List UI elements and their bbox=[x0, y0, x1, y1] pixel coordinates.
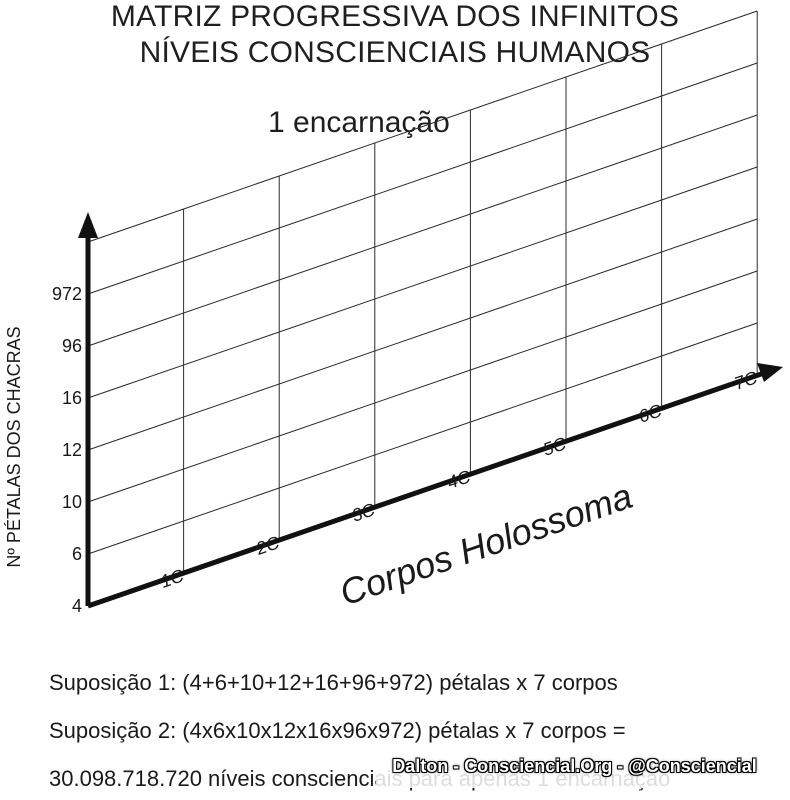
y-tick-label: 16 bbox=[62, 388, 82, 408]
diagram-subtitle: 1 encarnação bbox=[268, 106, 450, 139]
y-tick-label: 4 bbox=[72, 596, 82, 616]
x-axis-line bbox=[87, 370, 765, 609]
x-tick-label: 1C bbox=[158, 565, 187, 592]
grid-row-line bbox=[87, 114, 758, 347]
y-tick-label: 972 bbox=[52, 284, 82, 304]
axes bbox=[78, 212, 783, 609]
diagram-title-line-2: NÍVEIS CONSCIENCIAIS HUMANOS bbox=[139, 36, 651, 69]
grid-row-line bbox=[87, 10, 758, 243]
x-tick-label: 2C bbox=[253, 532, 283, 559]
x-tick-label: 6C bbox=[636, 400, 665, 427]
y-axis-title: Nº PÉTALAS DOS CHACRAS bbox=[4, 326, 24, 567]
x-tick-label: 5C bbox=[540, 433, 569, 460]
y-tick-label: 6 bbox=[72, 544, 82, 564]
y-tick-label: 96 bbox=[62, 336, 82, 356]
y-tick-labels: 4 6 10 12 16 96 972 bbox=[52, 284, 82, 616]
x-tick-label: 7C bbox=[732, 367, 761, 394]
x-tick-label: 4C bbox=[445, 466, 474, 493]
grid-row-line bbox=[87, 62, 758, 295]
grid-row-line bbox=[87, 270, 758, 503]
diagram-title-line-1: MATRIZ PROGRESSIVA DOS INFINITOS bbox=[110, 0, 680, 33]
x-axis-arrow-icon bbox=[757, 363, 783, 382]
y-tick-label: 10 bbox=[62, 492, 82, 512]
grid-lines bbox=[87, 10, 758, 573]
supposition-2: Suposição 2: (4x6x10x12x16x96x972) pétal… bbox=[49, 718, 626, 743]
x-tick-label: 3C bbox=[349, 499, 378, 526]
watermark-label: Dalton - Consciencial.Org - @Consciencia… bbox=[376, 744, 773, 788]
grid-row-line bbox=[87, 166, 758, 399]
matrix-diagram: 4 6 10 12 16 96 972 1C 2C 3C 4C 5C 6C 7C Nº PÉTALAS … bbox=[4, 10, 783, 616]
y-axis-arrow-icon bbox=[78, 212, 98, 238]
supposition-1: Suposição 1: (4+6+10+12+16+96+972) pétal… bbox=[49, 670, 618, 695]
grid-row-line bbox=[87, 218, 758, 451]
grid-row-line bbox=[87, 322, 758, 555]
y-tick-label: 12 bbox=[62, 440, 82, 460]
x-axis-title: Corpos Holossoma bbox=[335, 475, 638, 613]
